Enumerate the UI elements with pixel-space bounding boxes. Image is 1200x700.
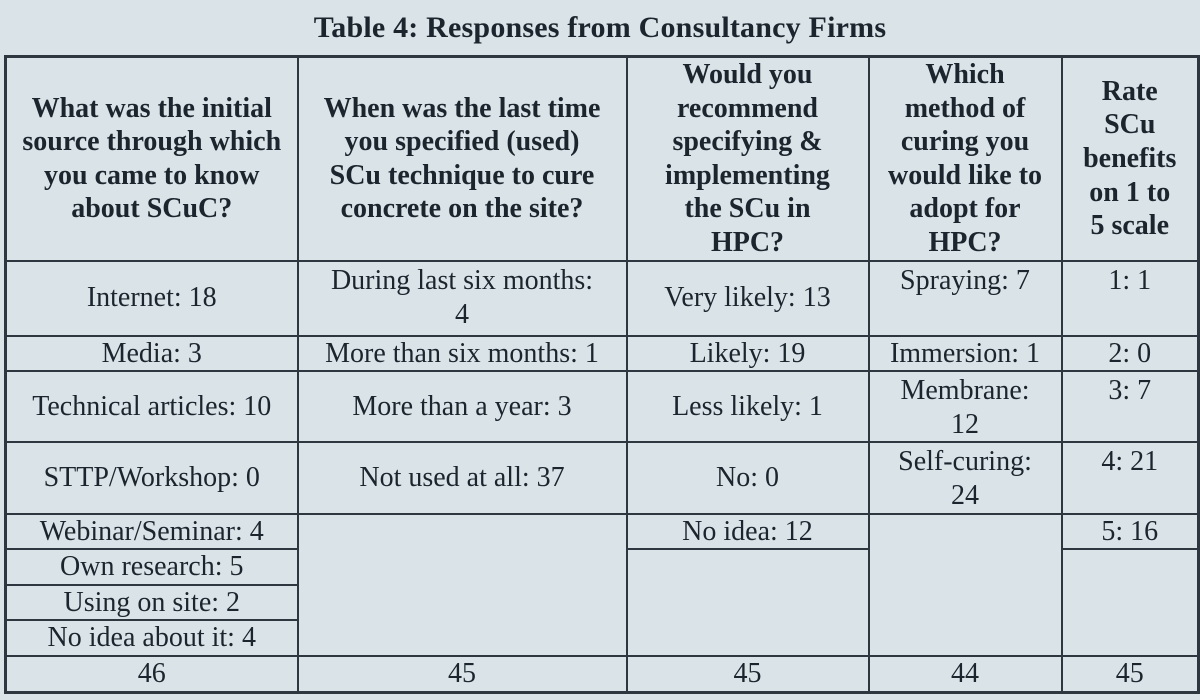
table-row: No idea about it: 4 bbox=[4, 619, 1199, 657]
cell-text: 1: 1 bbox=[1108, 264, 1152, 296]
table-row: Using on site: 2 bbox=[4, 583, 1199, 622]
cell-text: Internet: 18 bbox=[86, 282, 217, 314]
empty-cell bbox=[625, 548, 870, 657]
cell-text: STTP/Workshop: 0 bbox=[43, 462, 260, 494]
cell-text: More than six months: 1 bbox=[325, 337, 599, 369]
cell-text: 4: 21 bbox=[1101, 446, 1159, 478]
table-row: STTP/Workshop: 0 Not used at all: 37 No:… bbox=[4, 441, 1200, 515]
cell-text: Technical articles: 10 bbox=[32, 390, 272, 422]
table-cell: Spraying: 7 bbox=[867, 259, 1063, 337]
header-source: What was the initial source through whic… bbox=[4, 55, 299, 262]
totals-row: 46 45 45 44 45 bbox=[4, 654, 1200, 694]
total-cell: 45 bbox=[1060, 654, 1200, 694]
header-last-used-label: When was the last time you specified (us… bbox=[323, 92, 601, 225]
table-cell: Technical articles: 10 bbox=[4, 370, 299, 444]
cell-text: Spraying: 7 bbox=[900, 264, 1030, 296]
table-cell: 1: 1 bbox=[1060, 259, 1200, 337]
header-last-used: When was the last time you specified (us… bbox=[296, 55, 628, 262]
cell-text: Own research: 5 bbox=[60, 551, 244, 583]
cell-text: Self-curing: 24 bbox=[898, 446, 1032, 511]
table-cell: Own research: 5 bbox=[4, 548, 299, 586]
total-cell: 44 bbox=[867, 654, 1063, 694]
cell-text: 3: 7 bbox=[1108, 375, 1152, 407]
header-rating: Rate SCu benefits on 1 to 5 scale bbox=[1060, 55, 1200, 262]
empty-cell bbox=[867, 512, 1063, 657]
table-cell: Less likely: 1 bbox=[625, 370, 870, 444]
header-source-label: What was the initial source through whic… bbox=[22, 92, 282, 225]
total-text: 44 bbox=[951, 657, 979, 689]
table-cell: During last six months: 4 bbox=[296, 259, 628, 337]
table-cell: Media: 3 bbox=[4, 334, 299, 373]
cell-text: Not used at all: 37 bbox=[359, 462, 565, 494]
empty-cell bbox=[1060, 548, 1200, 657]
table-cell: Immersion: 1 bbox=[867, 334, 1063, 373]
cell-text: During last six months: 4 bbox=[330, 265, 594, 331]
table-cell: Not used at all: 37 bbox=[296, 441, 628, 515]
table-cell: Using on site: 2 bbox=[4, 583, 299, 622]
total-text: 45 bbox=[733, 657, 762, 689]
table-cell: More than six months: 1 bbox=[296, 334, 628, 373]
table-cell: Very likely: 13 bbox=[625, 259, 870, 337]
cell-text: Immersion: 1 bbox=[889, 337, 1041, 369]
cell-text: Membrane: 12 bbox=[900, 375, 1030, 440]
table-row: Internet: 18 During last six months: 4 V… bbox=[4, 259, 1200, 337]
table-cell: 2: 0 bbox=[1060, 334, 1200, 373]
header-row: What was the initial source through whic… bbox=[4, 55, 1200, 262]
table-cell: Likely: 19 bbox=[625, 334, 870, 373]
table-cell: 5: 16 bbox=[1060, 512, 1200, 551]
responses-table: What was the initial source through whic… bbox=[4, 55, 1200, 694]
total-cell: 45 bbox=[625, 654, 870, 694]
total-cell: 45 bbox=[296, 654, 628, 694]
table-cell: Webinar/Seminar: 4 bbox=[4, 512, 299, 551]
header-curing-method-label: Which method of curing you would like to… bbox=[887, 59, 1043, 258]
cell-text: No: 0 bbox=[716, 462, 779, 494]
cell-text: 2: 0 bbox=[1108, 337, 1152, 369]
cell-text: Less likely: 1 bbox=[672, 390, 823, 422]
table-row: Technical articles: 10 More than a year:… bbox=[4, 370, 1200, 444]
table-title: Table 4: Responses from Consultancy Firm… bbox=[313, 10, 887, 44]
table-cell: No idea about it: 4 bbox=[4, 619, 299, 657]
table-cell: Internet: 18 bbox=[4, 259, 299, 337]
cell-text: More than a year: 3 bbox=[352, 390, 572, 422]
table-cell: STTP/Workshop: 0 bbox=[4, 441, 299, 515]
empty-cell bbox=[296, 512, 628, 657]
table-cell: No: 0 bbox=[625, 441, 870, 515]
table-cell: No idea: 12 bbox=[625, 512, 870, 551]
header-recommend-label: Would you recommend specifying & impleme… bbox=[665, 59, 830, 258]
cell-text: No idea about it: 4 bbox=[47, 622, 256, 654]
total-text: 45 bbox=[448, 657, 476, 689]
table-row: Own research: 5 bbox=[4, 548, 1200, 657]
table-cell: 4: 21 bbox=[1060, 441, 1200, 515]
header-rating-label: Rate SCu benefits on 1 to 5 scale bbox=[1083, 75, 1177, 242]
table-cell: 3: 7 bbox=[1060, 370, 1200, 444]
total-text: 46 bbox=[137, 657, 166, 689]
table-cell: More than a year: 3 bbox=[296, 370, 628, 444]
table-cell: Membrane: 12 bbox=[867, 370, 1063, 444]
table-row: Webinar/Seminar: 4 No idea: 12 5: 16 bbox=[4, 512, 1200, 657]
header-curing-method: Which method of curing you would like to… bbox=[867, 55, 1063, 262]
total-cell: 46 bbox=[4, 654, 299, 694]
table-row: Media: 3 More than six months: 1 Likely:… bbox=[4, 334, 1200, 373]
cell-text: Media: 3 bbox=[101, 337, 202, 369]
cell-text: No idea: 12 bbox=[682, 515, 813, 547]
cell-text: Very likely: 13 bbox=[664, 282, 831, 314]
cell-text: 5: 16 bbox=[1101, 515, 1159, 547]
cell-text: Likely: 19 bbox=[689, 337, 806, 369]
table-cell: Self-curing: 24 bbox=[867, 441, 1063, 515]
header-recommend: Would you recommend specifying & impleme… bbox=[625, 55, 870, 262]
cell-text: Using on site: 2 bbox=[63, 586, 241, 618]
total-text: 45 bbox=[1115, 657, 1144, 689]
cell-text: Webinar/Seminar: 4 bbox=[39, 515, 264, 547]
